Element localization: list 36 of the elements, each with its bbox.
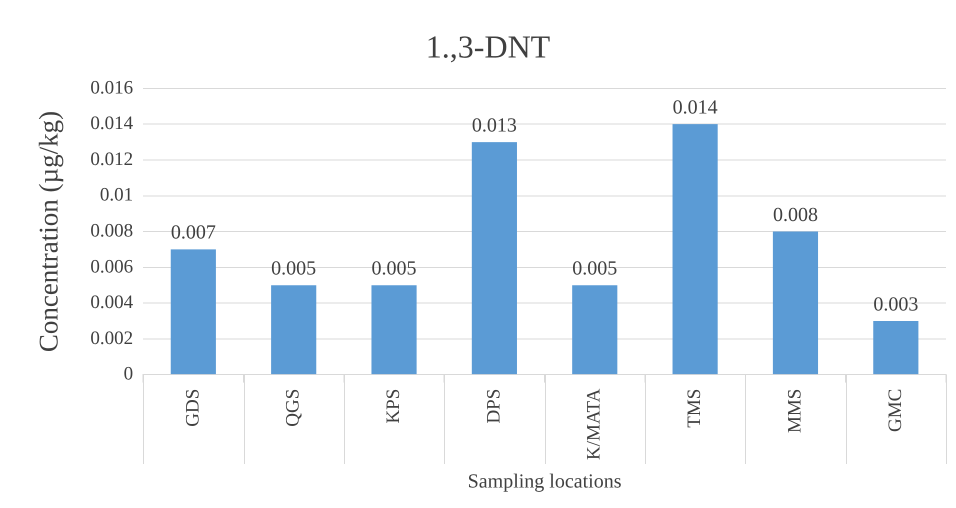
y-tick-label: 0.016 <box>90 77 134 98</box>
bar <box>371 285 417 374</box>
bar <box>672 124 718 374</box>
bar <box>170 249 216 374</box>
y-tick-label: 0 <box>124 364 134 385</box>
x-tick-label: DPS <box>483 388 504 424</box>
y-tick-label: 0.004 <box>90 292 134 314</box>
data-label: 0.013 <box>472 114 517 136</box>
x-tick-label: MMS <box>784 388 806 434</box>
y-tick-label: 0.002 <box>90 328 134 349</box>
y-tick-label: 0.008 <box>90 220 134 242</box>
x-tick-label: TMS <box>684 388 706 428</box>
x-axis-title: Sampling locations <box>468 470 622 492</box>
x-tick-label: GDS <box>182 388 204 427</box>
y-tick-label: 0.006 <box>90 256 134 278</box>
bar <box>873 321 918 374</box>
y-axis-title: Concentration (µg/kg) <box>33 110 64 352</box>
data-label: 0.005 <box>372 257 417 280</box>
bar <box>271 285 316 374</box>
x-tick-label: GMC <box>884 388 906 432</box>
chart-title: 1.,3-DNT <box>426 28 551 65</box>
data-label: 0.008 <box>772 204 818 226</box>
x-tick-label: K/MATA <box>584 388 605 460</box>
data-label: 0.005 <box>271 257 316 280</box>
y-tick-label: 0.012 <box>90 148 134 170</box>
y-tick-label: 0.014 <box>90 113 134 134</box>
bar <box>772 232 818 374</box>
data-label: 0.003 <box>873 293 918 316</box>
data-label: 0.007 <box>170 222 216 244</box>
data-label: 0.005 <box>572 257 618 280</box>
y-tick-label: 0.01 <box>100 184 134 206</box>
x-tick-label: KPS <box>383 388 404 424</box>
x-tick-label: QGS <box>282 388 304 427</box>
bar <box>472 142 517 374</box>
bar <box>572 285 618 374</box>
data-label: 0.014 <box>672 96 718 118</box>
